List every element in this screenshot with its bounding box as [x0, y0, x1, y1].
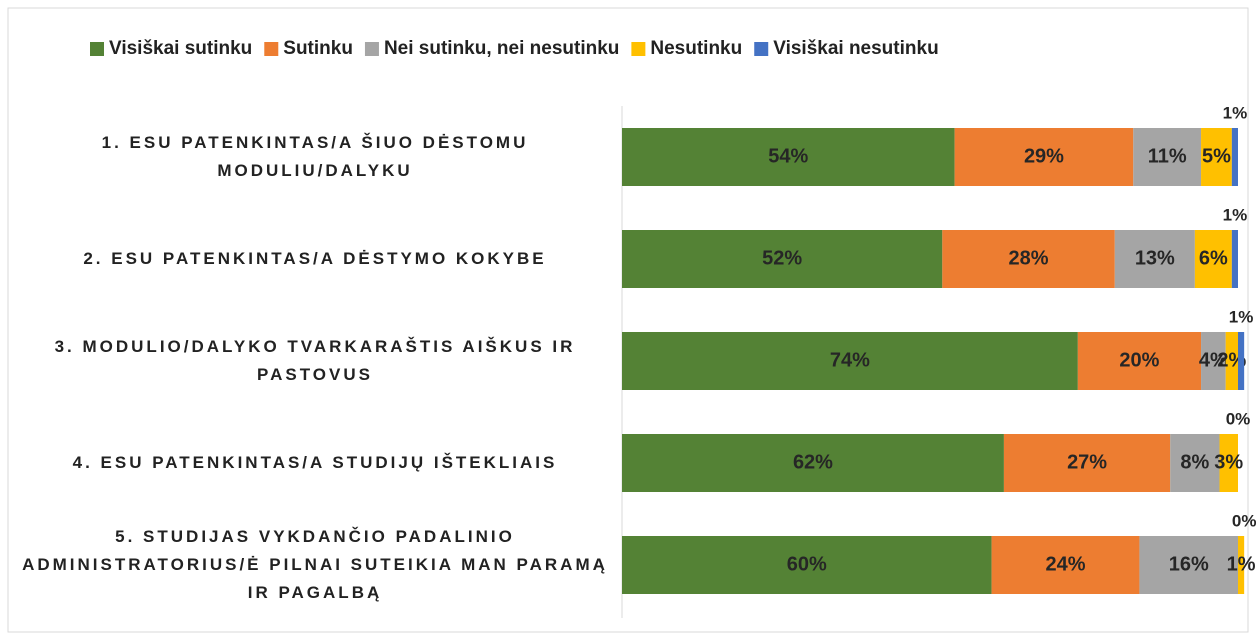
- bar-segment: [1201, 332, 1226, 390]
- data-label: 1%: [1223, 103, 1248, 122]
- data-label: 16%: [1169, 553, 1209, 575]
- bar-segment: [622, 128, 955, 186]
- bar-segment: [1231, 128, 1238, 186]
- bar-segment: [1231, 230, 1238, 288]
- y-tick-label: 3. MODULIO/DALYKO TVARKARAŠTIS AIŠKUS IR…: [54, 337, 576, 384]
- data-label: 29%: [1024, 145, 1064, 167]
- bar-segment: [942, 230, 1115, 288]
- bar-segment: [622, 434, 1004, 492]
- legend-swatch: [754, 42, 769, 56]
- bar-segment: [1003, 434, 1171, 492]
- chart-frame: [7, 7, 1249, 633]
- data-label: 60%: [787, 553, 827, 575]
- legend-label: Visiškai sutinku: [109, 38, 252, 59]
- y-tick-label: 1. ESU PATENKINTAS/A ŠIUO DĖSTOMU MODULI…: [101, 133, 529, 180]
- bar-segment: [622, 536, 992, 594]
- data-label: 13%: [1135, 247, 1175, 269]
- data-label: 62%: [793, 451, 833, 473]
- legend-label: Nesutinku: [650, 38, 742, 59]
- data-label: 5%: [1202, 145, 1231, 167]
- bar-segment: [622, 230, 943, 288]
- data-label: 11%: [1148, 145, 1187, 167]
- bar-segment: [1201, 128, 1232, 186]
- bar-segment: [622, 332, 1078, 390]
- legend-swatch: [90, 42, 104, 56]
- data-label: 1%: [1229, 307, 1254, 326]
- bar-segment: [1238, 332, 1245, 390]
- data-label: 0%: [1232, 511, 1256, 530]
- bar-segment: [991, 536, 1140, 594]
- data-label: 20%: [1119, 349, 1159, 371]
- data-label: 52%: [762, 247, 802, 269]
- data-label: 1%: [1227, 553, 1256, 575]
- legend-label: Visiškai nesutinku: [773, 38, 938, 59]
- legend-label: Nei sutinku, nei nesutinku: [384, 38, 619, 59]
- bar-segment: [1170, 434, 1220, 492]
- data-label: 1%: [1223, 205, 1248, 224]
- bar-segment: [1225, 332, 1238, 390]
- bar-segment: [1133, 128, 1202, 186]
- data-label: 0%: [1226, 409, 1251, 428]
- data-label: 6%: [1199, 247, 1228, 269]
- data-label: 28%: [1009, 247, 1049, 269]
- data-label: 54%: [768, 145, 808, 167]
- bar-segment: [1238, 536, 1245, 594]
- data-label: 4%: [1199, 349, 1228, 371]
- bar-segment: [1114, 230, 1195, 288]
- data-label: 3%: [1214, 451, 1243, 473]
- legend-swatch: [264, 42, 279, 56]
- bar-segment: [1139, 536, 1238, 594]
- legend-swatch: [364, 42, 379, 56]
- data-label: 27%: [1067, 451, 1107, 473]
- bar-segment: [1219, 434, 1238, 492]
- legend-swatch: [631, 42, 646, 56]
- bar-segment: [954, 128, 1134, 186]
- bar-segment: [1077, 332, 1202, 390]
- y-tick-label: 4. ESU PATENKINTAS/A STUDIJŲ IŠTEKLIAIS: [72, 453, 558, 472]
- legend-label: Sutinku: [283, 38, 353, 59]
- data-label: 74%: [830, 349, 870, 371]
- data-label: 8%: [1180, 451, 1209, 473]
- data-label: 24%: [1046, 553, 1086, 575]
- bar-segment: [1194, 230, 1232, 288]
- y-tick-label: 5. STUDIJAS VYKDANČIO PADALINIO ADMINIST…: [22, 527, 608, 602]
- y-tick-label: 2. ESU PATENKINTAS/A DĖSTYMO KOKYBE: [83, 249, 547, 268]
